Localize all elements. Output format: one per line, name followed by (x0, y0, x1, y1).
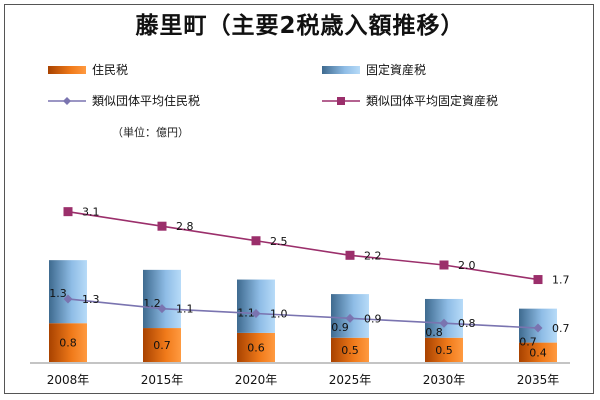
avg-residential-tax-point (157, 304, 167, 314)
bar-residential-tax (519, 342, 557, 362)
legend-marker-avg-residential-tax (63, 97, 71, 105)
avg-residential-tax-point (533, 323, 543, 333)
avg-residential-tax-point (251, 309, 261, 318)
avg-fixed-asset-tax-label: 2.8 (176, 220, 194, 233)
avg-fixed-asset-tax-point (251, 236, 261, 246)
legend-swatch-residential-tax (48, 66, 86, 74)
label-residential-tax: 0.4 (529, 346, 547, 359)
label-fixed-asset-tax: 0.7 (519, 336, 537, 349)
avg-fixed-asset-tax-label: 2.5 (270, 235, 288, 248)
label-residential-tax: 0.8 (59, 337, 77, 350)
legend-label-avg-fixed-asset-tax: 類似団体平均固定資産税 (366, 93, 498, 108)
label-residential-tax: 0.5 (341, 344, 359, 357)
bar-residential-tax (425, 337, 463, 362)
avg-fixed-asset-tax-point (533, 275, 543, 285)
label-residential-tax: 0.6 (247, 341, 265, 354)
x-tick-label: 2025年 (329, 373, 372, 387)
avg-fixed-asset-tax-point (345, 250, 355, 260)
label-residential-tax: 0.5 (435, 344, 453, 357)
legend-label-avg-residential-tax: 類似団体平均住民税 (92, 94, 200, 108)
avg-residential-tax-label: 0.8 (458, 317, 476, 330)
avg-residential-tax-label: 0.7 (552, 322, 570, 335)
avg-fixed-asset-tax-line (67, 210, 539, 281)
avg-residential-tax-point (439, 318, 449, 328)
x-tick-label: 2035年 (517, 373, 560, 387)
avg-residential-tax-line (67, 298, 539, 329)
unit-label: （単位：億円） (112, 126, 189, 139)
bar-fixed-asset-tax (49, 260, 87, 324)
bar-residential-tax (331, 337, 369, 362)
label-fixed-asset-tax: 0.8 (425, 326, 443, 339)
x-tick-label: 2008年 (47, 373, 90, 387)
chart-frame (4, 4, 594, 394)
label-residential-tax: 0.7 (153, 339, 171, 352)
avg-fixed-asset-tax-point (63, 207, 73, 217)
avg-fixed-asset-tax-label: 2.0 (458, 259, 476, 272)
avg-fixed-asset-tax-point (439, 260, 449, 270)
legend-label-residential-tax: 住民税 (92, 63, 128, 77)
chart-title: 藤里町（主要2税歳入額推移） (135, 13, 465, 39)
x-tick-label: 2030年 (423, 373, 466, 387)
legend-label-fixed-asset-tax: 固定資産税 (366, 62, 426, 77)
x-tick-label: 2015年 (141, 373, 184, 387)
bar-fixed-asset-tax (237, 279, 275, 333)
bar-residential-tax (49, 323, 87, 362)
avg-residential-tax-label: 1.0 (270, 308, 288, 321)
avg-residential-tax-label: 1.3 (82, 293, 100, 306)
avg-fixed-asset-tax-label: 3.1 (82, 206, 100, 219)
bar-residential-tax (237, 332, 275, 362)
avg-residential-tax-label: 1.1 (176, 303, 194, 316)
label-fixed-asset-tax: 1.3 (49, 287, 67, 300)
bar-fixed-asset-tax (143, 269, 181, 329)
avg-residential-tax-point (63, 294, 73, 304)
bar-fixed-asset-tax (425, 298, 463, 338)
legend-marker-avg-fixed-asset-tax (337, 97, 345, 105)
bar-residential-tax (143, 328, 181, 362)
x-tick-label: 2020年 (235, 373, 278, 387)
label-fixed-asset-tax: 0.9 (331, 321, 349, 334)
avg-fixed-asset-tax-label: 2.2 (364, 249, 382, 262)
avg-residential-tax-label: 0.9 (364, 312, 382, 325)
avg-residential-tax-point (345, 313, 355, 323)
avg-fixed-asset-tax-point (157, 221, 167, 231)
avg-fixed-asset-tax-label: 1.7 (552, 274, 570, 287)
legend-swatch-fixed-asset-tax (322, 66, 360, 74)
